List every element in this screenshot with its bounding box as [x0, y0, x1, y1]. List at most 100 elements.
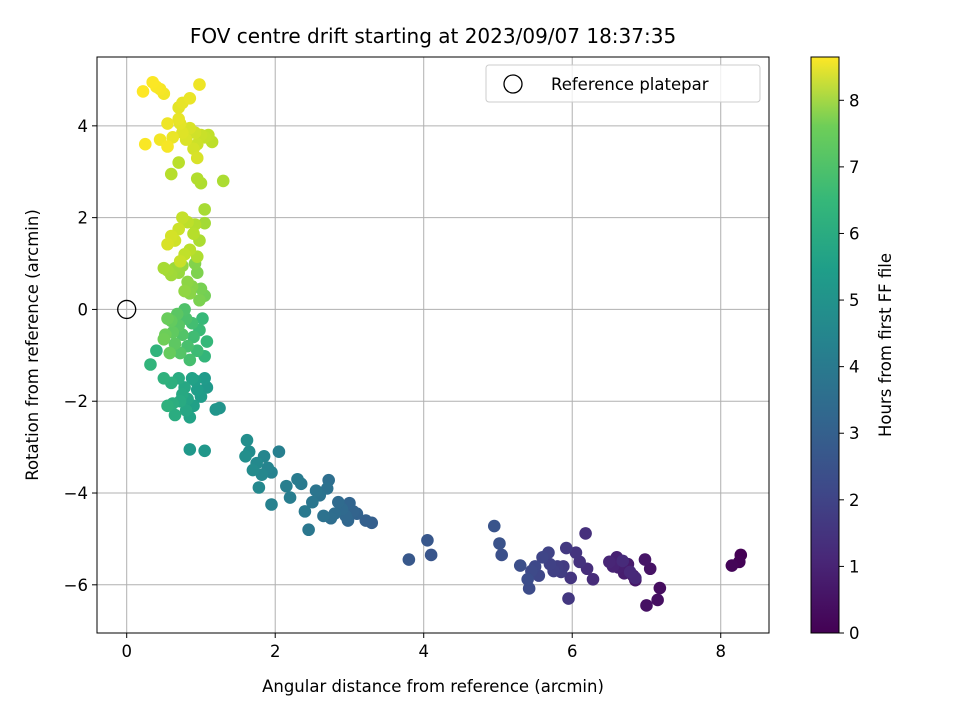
x-tick-label: 4 — [418, 642, 429, 661]
data-point — [536, 550, 549, 564]
data-point — [493, 537, 506, 550]
data-point — [161, 399, 174, 413]
data-point — [272, 445, 286, 459]
data-point — [643, 562, 657, 576]
colorbar-tick-label: 2 — [849, 491, 860, 510]
data-point — [402, 553, 416, 566]
data-point — [586, 573, 600, 586]
data-point — [198, 371, 211, 385]
data-point — [193, 293, 206, 307]
y-tick-label: 0 — [78, 300, 89, 319]
data-point — [359, 514, 373, 527]
data-point — [196, 312, 209, 325]
data-point — [309, 484, 323, 498]
colorbar-tick-label: 7 — [849, 158, 860, 177]
data-point — [579, 527, 592, 540]
data-point — [653, 581, 667, 595]
data-point — [616, 554, 630, 568]
chart-title: FOV centre drift starting at 2023/09/07 … — [190, 24, 676, 48]
colorbar: 0 1 2 3 4 5 6 7 8 Hours from first FF file — [810, 56, 895, 643]
data-point — [216, 174, 230, 188]
data-point — [603, 555, 616, 569]
x-axis-label: Angular distance from reference (arcmin) — [262, 677, 604, 696]
data-point — [176, 211, 189, 224]
data-point — [157, 371, 171, 385]
data-point — [138, 137, 152, 151]
data-point — [190, 172, 204, 185]
data-point — [193, 78, 206, 91]
data-point — [332, 495, 345, 509]
colorbar-tick-label: 4 — [849, 358, 860, 377]
data-point — [283, 491, 297, 504]
data-point — [640, 599, 653, 612]
data-point — [651, 593, 664, 607]
data-point — [521, 573, 534, 586]
data-point — [161, 140, 174, 153]
data-point — [240, 433, 254, 447]
data-point — [183, 443, 197, 456]
colorbar-tick-label: 8 — [849, 91, 860, 110]
data-point — [190, 344, 204, 358]
scatter-points — [136, 75, 748, 612]
data-point — [306, 495, 319, 509]
data-point — [183, 353, 197, 367]
data-point — [161, 117, 174, 130]
data-point — [172, 156, 185, 169]
data-point — [190, 151, 204, 165]
data-point — [187, 330, 200, 344]
colorbar-tick-label: 5 — [849, 291, 860, 310]
data-point — [569, 546, 583, 559]
data-point — [424, 548, 438, 562]
data-point — [168, 337, 182, 351]
data-point — [513, 559, 527, 572]
colorbar-tick-label: 0 — [849, 624, 860, 643]
colorbar-ticks: 0 1 2 3 4 5 6 7 8 — [839, 91, 860, 643]
data-point — [166, 131, 180, 144]
colorbar-tick-label: 6 — [849, 224, 860, 243]
data-point — [150, 344, 163, 358]
data-point — [179, 404, 193, 417]
data-point — [302, 523, 315, 537]
y-tick-label: 2 — [78, 209, 89, 228]
data-point — [157, 261, 171, 275]
y-tick-label: −6 — [64, 576, 88, 595]
data-point — [198, 444, 211, 458]
data-point — [144, 358, 157, 371]
x-tick-label: 2 — [270, 642, 281, 661]
data-point — [187, 227, 200, 241]
data-point — [559, 541, 573, 555]
data-point — [239, 449, 252, 463]
data-point — [252, 481, 266, 494]
data-point — [200, 335, 214, 348]
data-point — [638, 553, 652, 566]
y-tick-label: 4 — [78, 117, 89, 136]
legend-marker — [503, 74, 523, 94]
data-point — [136, 85, 150, 98]
y-axis-ticks: −6 −4 −2 0 2 4 — [64, 117, 97, 595]
legend-entry-reference: Reference platepar — [551, 75, 709, 94]
y-axis-label: Rotation from reference (arcmin) — [23, 209, 42, 481]
data-point — [172, 112, 185, 126]
reference-platepar-marker — [117, 299, 137, 320]
data-point — [198, 216, 211, 230]
legend: Reference platepar — [485, 64, 761, 103]
data-point — [623, 565, 637, 579]
data-point — [562, 592, 575, 605]
data-point — [280, 479, 293, 493]
data-point — [164, 167, 178, 181]
data-point — [157, 332, 171, 346]
x-axis-ticks: 0 2 4 6 8 — [121, 633, 726, 661]
y-tick-label: −4 — [64, 484, 88, 503]
data-point — [421, 533, 434, 547]
data-point — [168, 408, 182, 422]
colorbar-label: Hours from first FF file — [876, 253, 895, 437]
x-tick-label: 0 — [121, 642, 132, 661]
data-point — [298, 505, 312, 518]
plot-frame — [96, 56, 770, 634]
colorbar-tick-label: 3 — [849, 424, 860, 443]
data-point — [265, 498, 278, 511]
data-point — [725, 559, 739, 572]
data-point — [161, 237, 174, 251]
data-point — [173, 346, 187, 360]
